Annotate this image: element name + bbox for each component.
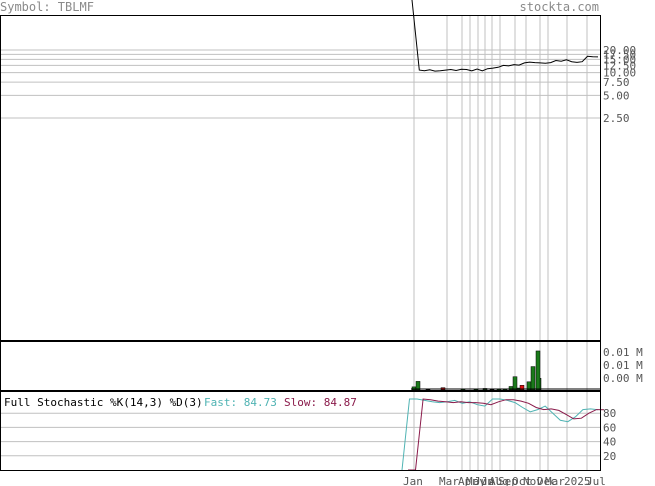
stochastic-frame: [0, 391, 601, 471]
volume-bar: [530, 366, 536, 391]
volume-panel: 0.01 M0.01 M0.00 M: [411, 346, 643, 391]
x-tick-label: 2025: [564, 475, 591, 486]
x-tick-label: Mar: [439, 475, 459, 486]
price-tick-label: 15.00: [603, 53, 636, 66]
volume-tick-label: 0.00 M: [603, 372, 643, 385]
x-tick-label: Jan: [403, 475, 423, 486]
panel-frames: [0, 15, 601, 471]
stochastic-panel: Full Stochastic %K(14,3) %D(3) Fast: 84.…: [4, 396, 616, 471]
x-tick-label: Oct: [512, 475, 532, 486]
price-tick-label: 10.00: [603, 67, 636, 80]
x-tick-label: Jul: [481, 475, 501, 486]
volume-tick-label: 0.01 M: [603, 346, 643, 359]
x-tick-label: May: [466, 475, 486, 486]
stochastic-title: Full Stochastic %K(14,3) %D(3): [4, 396, 203, 409]
volume-bar: [512, 376, 518, 391]
price-tick-label: 2.50: [603, 112, 630, 125]
price-tick-label: 17.50: [603, 48, 636, 61]
x-tick-label: Mar: [545, 475, 565, 486]
x-tick-label: Jul: [586, 475, 606, 486]
x-tick-label: Aug: [489, 475, 509, 486]
x-tick-label: Jun: [474, 475, 494, 486]
x-tick-label: Nov: [523, 475, 543, 486]
price-tick-label: 20.00: [603, 44, 636, 57]
volume-bar: [535, 350, 541, 391]
price-tick-label: 5.00: [603, 89, 630, 102]
stochastic-tick-label: 80: [603, 407, 616, 420]
volume-frame: [0, 341, 601, 391]
fast-line: [401, 398, 599, 471]
slow-value-label: Slow: 84.87: [284, 396, 357, 409]
x-tick-label: Apr: [458, 475, 478, 486]
volume-tick-label: 0.01 M: [603, 359, 643, 372]
slow-line: [408, 398, 605, 471]
stochastic-tick-label: 60: [603, 421, 616, 434]
site-brand[interactable]: stockta.com: [519, 0, 599, 14]
x-tick-label: Dec: [537, 475, 557, 486]
grid-lines: [0, 15, 600, 470]
stochastic-tick-label: 20: [603, 450, 616, 463]
price-frame: [0, 15, 601, 341]
stochastic-tick-label: 40: [603, 436, 616, 449]
price-line: [411, 0, 599, 72]
fast-value-label: Fast: 84.73: [204, 396, 277, 409]
x-tick-label: Sep: [498, 475, 518, 486]
price-tick-label: 7.50: [603, 76, 630, 89]
symbol-label: Symbol: TBLMF: [0, 0, 94, 14]
price-tick-label: 12.50: [603, 59, 636, 72]
volume-bar: [411, 386, 417, 391]
